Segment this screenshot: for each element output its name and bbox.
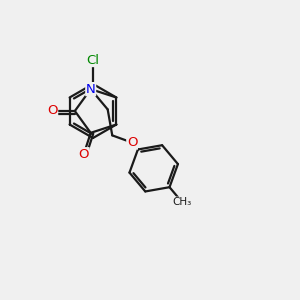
Text: O: O bbox=[127, 136, 137, 149]
Text: N: N bbox=[86, 83, 96, 96]
Text: Cl: Cl bbox=[86, 53, 100, 67]
Text: O: O bbox=[47, 104, 58, 118]
Text: O: O bbox=[79, 148, 89, 161]
Text: CH₃: CH₃ bbox=[172, 197, 192, 207]
